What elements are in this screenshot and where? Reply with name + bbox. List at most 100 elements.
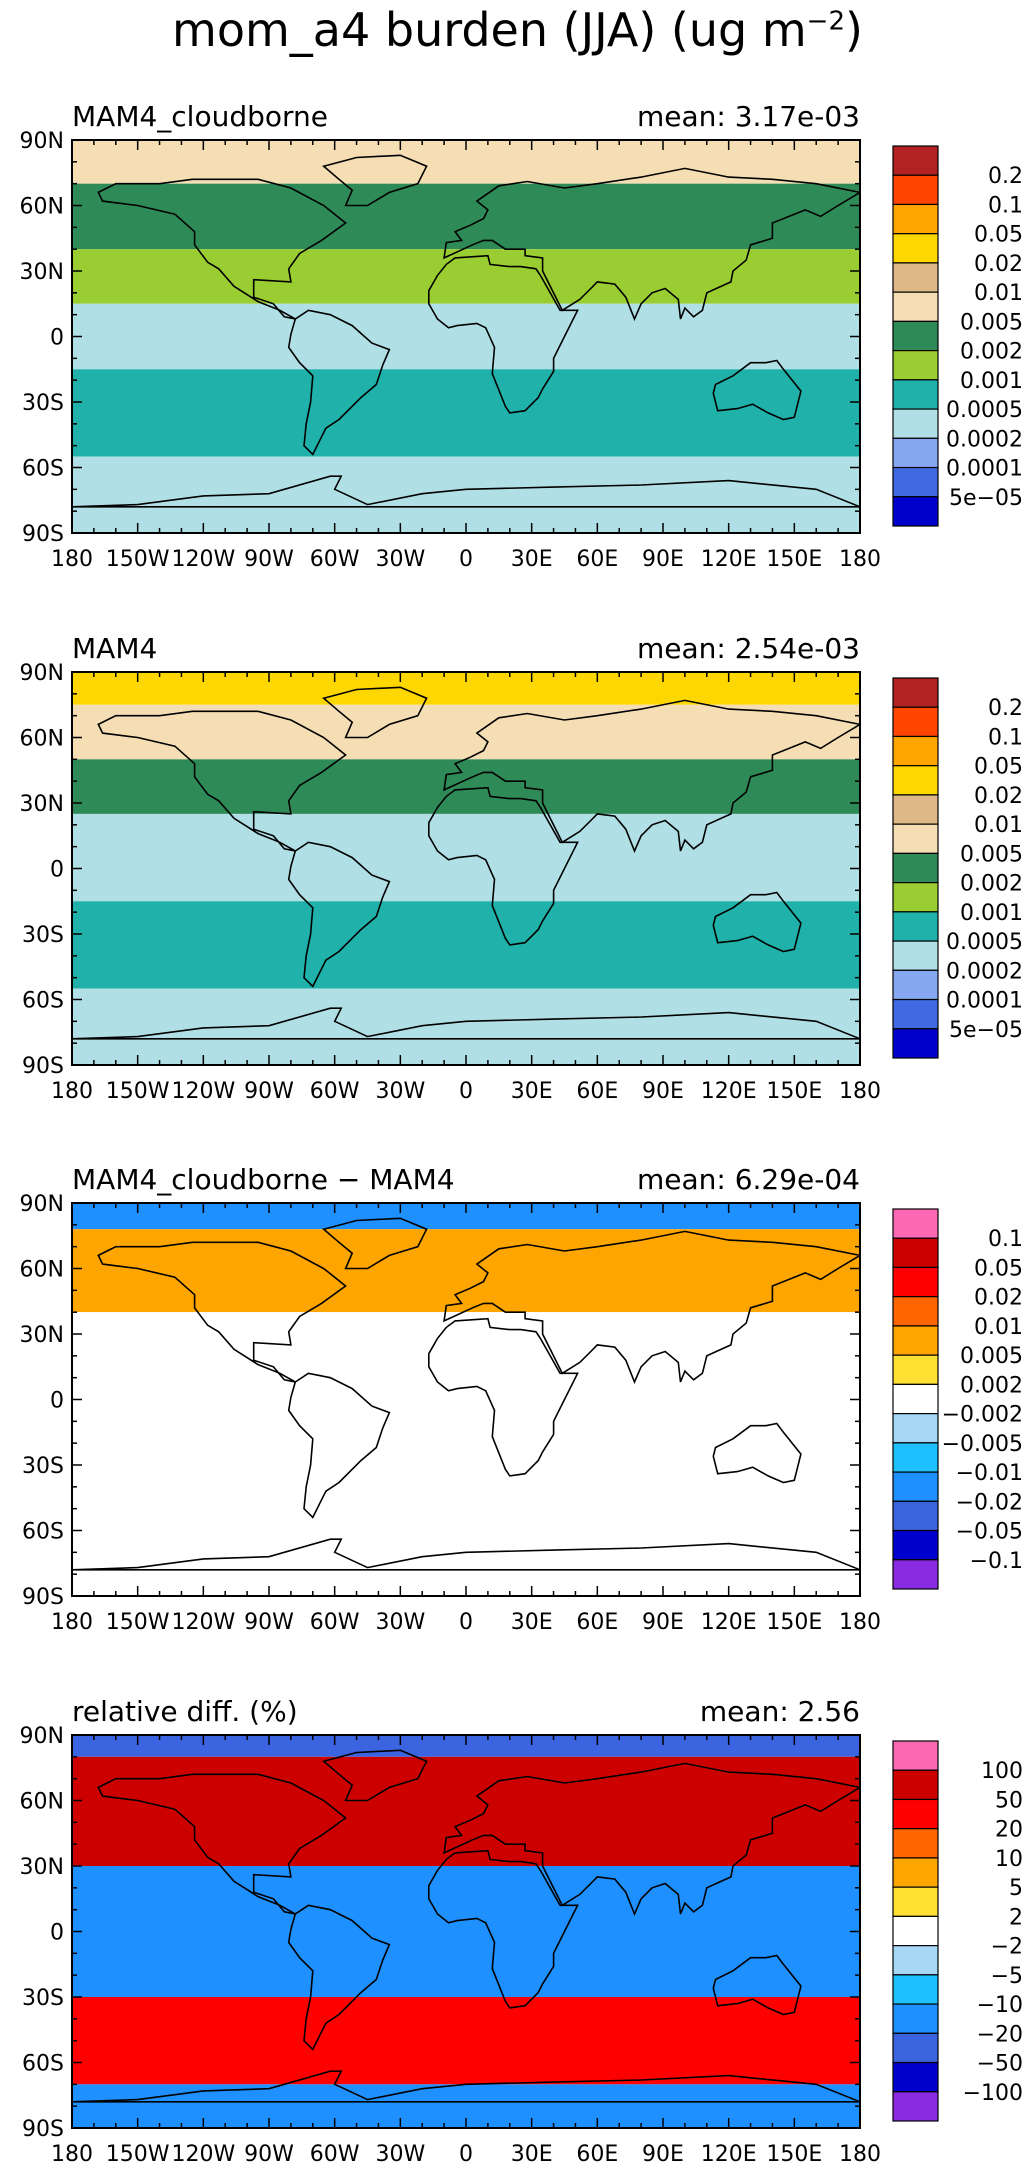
y-tick-label: 60N bbox=[20, 195, 64, 220]
colorbar-swatch bbox=[892, 1529, 939, 1561]
colorbar-label: 0.05 bbox=[974, 223, 1023, 248]
coastline-africa bbox=[427, 254, 579, 414]
colorbar-swatch bbox=[892, 1325, 939, 1356]
x-tick-label: 0 bbox=[459, 2142, 473, 2167]
x-tick-label: 30E bbox=[511, 547, 553, 572]
y-tick-label: 0 bbox=[50, 858, 64, 883]
y-tick-label: 0 bbox=[50, 1389, 64, 1414]
colorbar-swatch bbox=[892, 765, 939, 796]
colorbar-swatch bbox=[892, 1740, 939, 1771]
x-tick-label: 30W bbox=[375, 547, 425, 572]
panel-title: relative diff. (%) bbox=[72, 1695, 298, 1728]
panel-relative-diff: relative diff. (%) mean: 2.56 180 150W 120W 9… bbox=[0, 1685, 1035, 2175]
field-band bbox=[72, 901, 860, 989]
colorbar-label: 0.002 bbox=[960, 340, 1023, 365]
mean-value: mean: 2.56 bbox=[700, 1695, 860, 1728]
y-tick-label: 30S bbox=[22, 923, 64, 948]
coastline-africa bbox=[427, 1317, 579, 1477]
x-tick-label: 120E bbox=[701, 1610, 757, 1635]
y-tick-label: 90N bbox=[20, 661, 64, 686]
colorbar-swatch bbox=[892, 1354, 939, 1385]
colorbar-swatch bbox=[892, 233, 939, 264]
colorbar-label: 20 bbox=[995, 1818, 1023, 1843]
panel-difference: MAM4_cloudborne − MAM4 mean: 6.29e-04 180 1… bbox=[0, 1153, 1035, 1635]
colorbar-swatch bbox=[892, 262, 939, 293]
colorbar-label: 0.005 bbox=[960, 310, 1023, 335]
y-tick-label: 30N bbox=[20, 792, 64, 817]
colorbar-label: −0.002 bbox=[942, 1403, 1023, 1428]
colorbar-swatch bbox=[892, 1828, 939, 1859]
x-tick-label: 150W bbox=[106, 547, 170, 572]
x-tick-label: 60W bbox=[310, 2142, 360, 2167]
colorbar-swatch bbox=[892, 1798, 939, 1830]
colorbar-label: 10 bbox=[995, 1847, 1023, 1872]
panel-cloudborne: MAM4_cloudborne mean: 3.17e-03 180 150W 120W… bbox=[0, 90, 1035, 572]
x-tick-label: 30E bbox=[511, 1610, 553, 1635]
colorbar-swatch bbox=[892, 174, 939, 206]
field-band bbox=[72, 1997, 860, 2085]
colorbar-swatch bbox=[892, 2032, 939, 2064]
coastline-north-america bbox=[97, 710, 347, 852]
x-tick-label: 150E bbox=[766, 547, 822, 572]
colorbar-label: 0.1 bbox=[988, 725, 1023, 750]
x-tick-label: 60E bbox=[576, 1610, 618, 1635]
y-tick-label: 60S bbox=[22, 989, 64, 1014]
colorbar-swatch bbox=[892, 1559, 939, 1590]
colorbar-label: 0.02 bbox=[974, 784, 1023, 809]
coastline-south-america bbox=[287, 1372, 391, 1519]
colorbar-swatch bbox=[892, 735, 939, 767]
x-tick-label: 150E bbox=[766, 1079, 822, 1104]
colorbar-label: 0.0002 bbox=[946, 959, 1023, 984]
colorbar-swatch bbox=[892, 1500, 939, 1532]
coastline-greenland bbox=[322, 1749, 428, 1802]
coastline-greenland bbox=[322, 686, 428, 739]
field-band bbox=[72, 456, 860, 533]
y-tick-label: 30N bbox=[20, 1323, 64, 1348]
coastline-australia bbox=[712, 359, 802, 421]
x-tick-label: 30E bbox=[511, 2142, 553, 2167]
x-tick-label: 120W bbox=[171, 1079, 235, 1104]
colorbar-swatch bbox=[892, 2091, 939, 2122]
field-band bbox=[72, 1229, 860, 1313]
colorbar-label: 0.05 bbox=[974, 755, 1023, 780]
y-tick-label: 90S bbox=[22, 2117, 64, 2142]
colorbar-swatch bbox=[892, 1266, 939, 1298]
colorbar-swatch bbox=[892, 2003, 939, 2034]
colorbar-swatch bbox=[892, 1208, 939, 1239]
colorbar-swatch bbox=[892, 320, 939, 352]
map-chart-difference: MAM4_cloudborne − MAM4 mean: 6.29e-04 180 1… bbox=[20, 1163, 1023, 1635]
colorbar-swatch bbox=[892, 408, 939, 439]
colorbar-label: −0.05 bbox=[956, 1520, 1023, 1545]
x-tick-label: 120E bbox=[701, 2142, 757, 2167]
colorbar-label: 0.001 bbox=[960, 901, 1023, 926]
colorbar-label: 2 bbox=[1009, 1905, 1023, 1930]
colorbar-label: 0.01 bbox=[974, 281, 1023, 306]
mean-value: mean: 3.17e-03 bbox=[637, 100, 860, 133]
x-tick-label: 60W bbox=[310, 547, 360, 572]
x-tick-label: 90E bbox=[642, 547, 684, 572]
coastline-antarctica bbox=[72, 1538, 860, 1571]
colorbar-label: 0.002 bbox=[960, 872, 1023, 897]
y-tick-label: 0 bbox=[50, 1921, 64, 1946]
colorbar-label: −0.1 bbox=[970, 1549, 1023, 1574]
colorbar-label: 0.1 bbox=[988, 1227, 1023, 1252]
y-tick-label: 90S bbox=[22, 1054, 64, 1079]
colorbar-label: 0.0005 bbox=[946, 930, 1023, 955]
main-title: mom_a4 burden (JJA) (ug m−2) bbox=[172, 3, 863, 57]
colorbar-label: −5 bbox=[991, 1964, 1023, 1989]
colorbar-swatch bbox=[892, 1237, 939, 1269]
colorbar-swatch bbox=[892, 882, 939, 913]
y-tick-label: 0 bbox=[50, 326, 64, 351]
x-tick-label: 90W bbox=[244, 2142, 294, 2167]
colorbar-swatch bbox=[892, 1915, 939, 1947]
y-tick-label: 30S bbox=[22, 1986, 64, 2011]
x-tick-label: 180 bbox=[51, 547, 93, 572]
colorbar-label: 0.01 bbox=[974, 1315, 1023, 1340]
coastline-antarctica bbox=[72, 475, 860, 508]
x-tick-label: 180 bbox=[51, 2142, 93, 2167]
coastline-africa bbox=[427, 786, 579, 946]
field-band bbox=[72, 249, 860, 304]
x-tick-label: 180 bbox=[839, 1610, 881, 1635]
colorbar-label: −2 bbox=[991, 1935, 1023, 1960]
y-tick-label: 60S bbox=[22, 457, 64, 482]
